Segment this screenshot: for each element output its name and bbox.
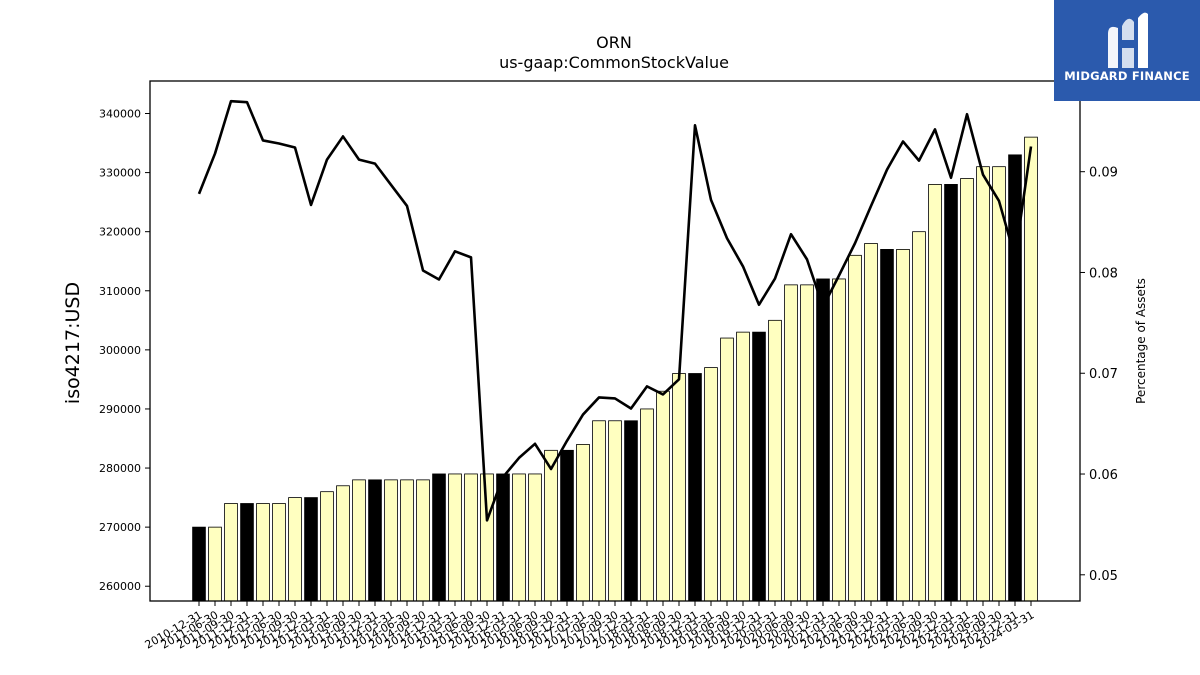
bar-2010-12-31 bbox=[192, 526, 206, 602]
bar-2019-06-30 bbox=[720, 337, 734, 602]
bar-2021-09-30 bbox=[864, 243, 878, 602]
y-axis-label: iso4217:USD bbox=[62, 282, 84, 404]
y-tick-label: 290000 bbox=[99, 403, 141, 416]
y2-axis-ticks: 0.05 0.06 0.07 0.08 0.09 bbox=[1080, 166, 1118, 584]
bar-2014-03-31 bbox=[384, 479, 398, 602]
bar-2019-12-31 bbox=[752, 331, 766, 602]
y2-tick-label: 0.05 bbox=[1089, 569, 1118, 584]
y-tick-label: 320000 bbox=[99, 226, 141, 239]
bar-2023-03-31 bbox=[960, 178, 974, 602]
bar-2021-03-31 bbox=[832, 278, 846, 602]
y2-tick-label: 0.06 bbox=[1089, 468, 1118, 483]
assets-percentage-line bbox=[197, 99, 1033, 522]
y-tick-label: 270000 bbox=[99, 521, 141, 534]
y-tick-label: 260000 bbox=[99, 580, 141, 593]
bar-2015-09-30 bbox=[480, 473, 494, 602]
bar-2016-06-30 bbox=[528, 473, 542, 602]
bar-2022-12-31 bbox=[944, 184, 958, 602]
bar-2020-09-30 bbox=[800, 284, 814, 602]
y2-tick-label: 0.08 bbox=[1089, 266, 1118, 281]
plot-frame bbox=[149, 80, 1081, 602]
bar-2015-12-31 bbox=[496, 473, 510, 602]
bar-2024-03-31 bbox=[1024, 136, 1038, 602]
bar-2013-09-30 bbox=[352, 479, 366, 602]
bar-2020-06-30 bbox=[784, 284, 798, 602]
bar-2022-06-30 bbox=[912, 231, 926, 602]
y-tick-label: 300000 bbox=[99, 344, 141, 357]
bar-2022-09-30 bbox=[928, 184, 942, 602]
bar-2018-03-31 bbox=[640, 408, 654, 602]
bar-2015-06-30 bbox=[464, 473, 478, 602]
y-axis-ticks: 260000 270000 280000 290000 300000 310000 3200… bbox=[99, 108, 150, 593]
bar-2017-09-30 bbox=[608, 420, 622, 602]
y-tick-label: 280000 bbox=[99, 462, 141, 475]
bar-2014-06-30 bbox=[400, 479, 414, 602]
bar-2013-06-30 bbox=[336, 485, 350, 602]
bar-2015-03-31 bbox=[448, 473, 462, 602]
bar-2012-06-30 bbox=[272, 503, 286, 602]
line-series bbox=[197, 99, 1033, 522]
bar-2023-06-30 bbox=[976, 166, 990, 602]
bar-2012-12-31 bbox=[304, 497, 318, 602]
bar-2023-09-30 bbox=[992, 166, 1006, 602]
bar-2021-12-31 bbox=[880, 249, 894, 602]
bar-2020-03-31 bbox=[768, 319, 782, 602]
bar-2017-12-31 bbox=[624, 420, 638, 602]
bar-2018-09-30 bbox=[672, 373, 686, 602]
bar-2014-12-31 bbox=[432, 473, 446, 602]
x-axis-ticks: 2010-12-312011-06-302011-09-302011-12-31… bbox=[143, 601, 1037, 652]
chart-subtitle: us-gaap:CommonStockValue bbox=[499, 53, 729, 72]
bar-2018-12-31 bbox=[688, 373, 702, 602]
bar-2011-12-31 bbox=[240, 503, 254, 602]
bar-2014-09-30 bbox=[416, 479, 430, 602]
bar-2021-06-30 bbox=[848, 254, 862, 602]
bar-2018-06-30 bbox=[656, 390, 670, 602]
bar-2011-09-30 bbox=[224, 503, 238, 602]
brand-name: MIDGARD FINANCE bbox=[1064, 69, 1190, 83]
bar-2019-03-31 bbox=[704, 367, 718, 602]
bar-2019-09-30 bbox=[736, 331, 750, 602]
bar-2011-06-30 bbox=[208, 526, 222, 602]
bar-2016-12-31 bbox=[560, 449, 574, 602]
y-tick-label: 310000 bbox=[99, 285, 141, 298]
y2-tick-label: 0.07 bbox=[1089, 367, 1118, 382]
bar-2016-09-30 bbox=[544, 449, 558, 602]
bar-2017-06-30 bbox=[592, 420, 606, 602]
y2-tick-label: 0.09 bbox=[1089, 166, 1118, 181]
bar-2013-12-31 bbox=[368, 479, 382, 602]
brand-logo: MIDGARD FINANCE bbox=[1054, 0, 1200, 101]
bar-2020-12-31 bbox=[816, 278, 830, 602]
bar-2022-03-31 bbox=[896, 249, 910, 602]
bar-2016-03-31 bbox=[512, 473, 526, 602]
midgard-m-logo-icon bbox=[1108, 12, 1148, 69]
chart-title: ORN bbox=[596, 33, 632, 52]
bar-series bbox=[192, 136, 1038, 602]
bar-2012-09-30 bbox=[288, 497, 302, 602]
y-tick-label: 330000 bbox=[99, 167, 141, 180]
bar-2012-03-31 bbox=[256, 503, 270, 602]
y2-axis-label: Percentage of Assets bbox=[1134, 278, 1148, 404]
bar-2013-03-31 bbox=[320, 491, 334, 602]
bar-2017-03-31 bbox=[576, 444, 590, 602]
y-tick-label: 340000 bbox=[99, 108, 141, 121]
